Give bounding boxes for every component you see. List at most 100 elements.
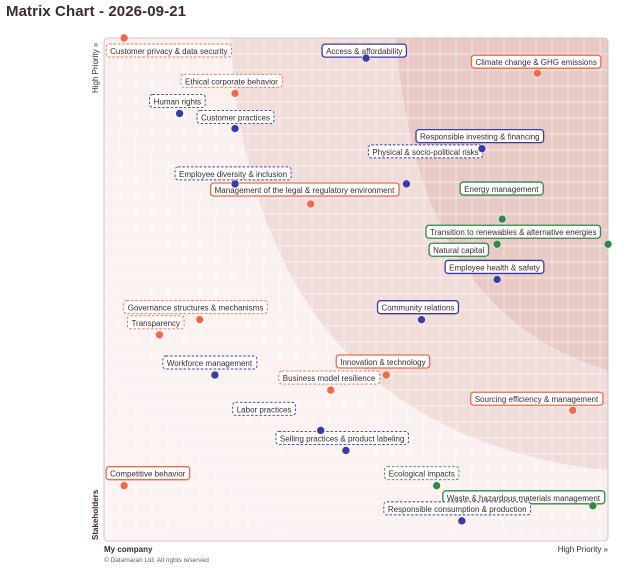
point-label-text: Waste & hazardous materials management bbox=[447, 494, 601, 503]
point-label-text: Selling practices & product labeling bbox=[280, 434, 405, 443]
copyright-footer: © Datamaran Ltd. All rights reserved bbox=[104, 557, 209, 564]
point-label-box bbox=[470, 391, 604, 406]
point-label-text: Labor practices bbox=[237, 405, 292, 414]
point-label-text: Responsible investing & financing bbox=[420, 133, 540, 142]
point-label-text: Customer practices bbox=[201, 114, 270, 123]
point-label-text: Physical & socio-political risks bbox=[372, 148, 478, 157]
point-label-text: Community relations bbox=[382, 304, 455, 313]
point-label: Labor practices bbox=[232, 401, 296, 416]
data-point bbox=[119, 481, 129, 490]
data-point bbox=[457, 516, 467, 526]
point-label-box bbox=[335, 354, 431, 369]
data-point bbox=[155, 330, 164, 340]
point-label: Human rights bbox=[149, 93, 206, 108]
point-label-box bbox=[196, 110, 275, 124]
point-label: Community relations bbox=[376, 300, 460, 315]
data-point bbox=[326, 385, 336, 395]
point-label: Waste & hazardous materials management bbox=[442, 490, 606, 505]
point-label-box bbox=[126, 315, 185, 330]
data-point bbox=[533, 68, 542, 78]
point-label-text: Employee diversity & inclusion bbox=[179, 170, 287, 179]
point-label: Business model resilience bbox=[278, 370, 381, 385]
data-point bbox=[230, 179, 240, 189]
data-point bbox=[361, 53, 371, 63]
point-label-box bbox=[232, 401, 296, 416]
x-axis-label: My company bbox=[104, 545, 153, 554]
data-point bbox=[603, 239, 613, 249]
point-label-text: Competitive behavior bbox=[110, 470, 185, 479]
data-point bbox=[492, 239, 502, 249]
point-label: Responsible consumption & production bbox=[383, 501, 532, 516]
data-point bbox=[210, 370, 220, 380]
point-label-text: Workforce management bbox=[167, 359, 253, 368]
point-label-text: Management of the legal & regulatory env… bbox=[215, 186, 395, 195]
point-label-box bbox=[444, 259, 545, 275]
point-label-box bbox=[105, 43, 232, 58]
point-label: Management of the legal & regulatory env… bbox=[209, 182, 400, 197]
data-point bbox=[230, 124, 240, 133]
data-point bbox=[492, 275, 502, 284]
data-point bbox=[402, 179, 411, 189]
point-label: Selling practices & product labeling bbox=[275, 431, 409, 445]
point-label: Ethical corporate behavior bbox=[180, 73, 283, 88]
data-point bbox=[417, 315, 426, 324]
data-point bbox=[175, 109, 184, 118]
point-label: Responsible investing & financing bbox=[415, 129, 545, 144]
point-label-text: Human rights bbox=[154, 97, 202, 106]
point-label-text: Transparency bbox=[131, 319, 180, 328]
point-label: Climate change & GHG emissions bbox=[470, 54, 602, 69]
point-label: Ecological impacts bbox=[384, 466, 460, 481]
point-label-box bbox=[209, 182, 400, 197]
point-label-text: Climate change & GHG emissions bbox=[475, 58, 596, 67]
point-label: Employee diversity & inclusion bbox=[174, 166, 292, 181]
point-label-text: Employee health & safety bbox=[449, 263, 540, 272]
point-label-box bbox=[162, 355, 258, 370]
data-point bbox=[306, 199, 315, 209]
data-point bbox=[588, 501, 598, 511]
point-label-box bbox=[275, 431, 409, 445]
point-label: Energy management bbox=[459, 181, 544, 196]
point-label-text: Governance structures & mechanisms bbox=[128, 304, 264, 313]
point-label: Customer practices bbox=[196, 110, 275, 124]
point-label: Physical & socio-political risks bbox=[367, 144, 484, 159]
point-label: Competitive behavior bbox=[105, 466, 191, 481]
point-label-box bbox=[428, 242, 490, 257]
plot-area bbox=[104, 38, 608, 541]
point-label-text: Responsible consumption & production bbox=[388, 505, 527, 514]
page-title: Matrix Chart - 2026-09-21 bbox=[6, 3, 187, 20]
point-label: Transparency bbox=[126, 315, 185, 330]
x-axis-high-priority-label: High Priority » bbox=[557, 545, 608, 554]
point-label-box bbox=[376, 300, 460, 315]
point-label: Workforce management bbox=[162, 355, 258, 370]
data-point bbox=[497, 214, 507, 224]
point-label-box bbox=[149, 93, 206, 108]
point-label-text: Customer privacy & data security bbox=[110, 47, 227, 56]
data-point bbox=[195, 315, 205, 324]
point-label: Innovation & technology bbox=[335, 354, 431, 369]
point-label: Transition to renewables & alternative e… bbox=[425, 224, 602, 239]
point-label-text: Energy management bbox=[464, 185, 539, 194]
data-point bbox=[230, 89, 240, 98]
point-label-text: Transition to renewables & alternative e… bbox=[430, 228, 596, 237]
point-label-box bbox=[470, 54, 602, 69]
label-layer: Customer privacy & data security Access &… bbox=[105, 43, 606, 516]
point-label-box bbox=[278, 370, 381, 385]
high-priority-zone bbox=[396, 38, 608, 370]
data-point bbox=[568, 405, 578, 415]
point-label-text: Business model resilience bbox=[283, 374, 376, 383]
point-label-box bbox=[425, 224, 602, 239]
point-label-text: Innovation & technology bbox=[340, 358, 425, 367]
point-label-box bbox=[180, 73, 283, 88]
point-label: Employee health & safety bbox=[444, 259, 545, 275]
data-point bbox=[119, 33, 129, 43]
point-label-box bbox=[415, 129, 545, 144]
point-layer bbox=[119, 33, 613, 526]
point-label-text: Ecological impacts bbox=[389, 470, 455, 479]
data-point bbox=[341, 446, 351, 455]
data-point bbox=[432, 481, 441, 490]
point-label: Governance structures & mechanisms bbox=[123, 300, 268, 315]
point-label: Sourcing efficiency & management bbox=[470, 391, 604, 406]
point-label: Natural capital bbox=[428, 242, 490, 257]
point-label-text: Natural capital bbox=[433, 246, 484, 255]
